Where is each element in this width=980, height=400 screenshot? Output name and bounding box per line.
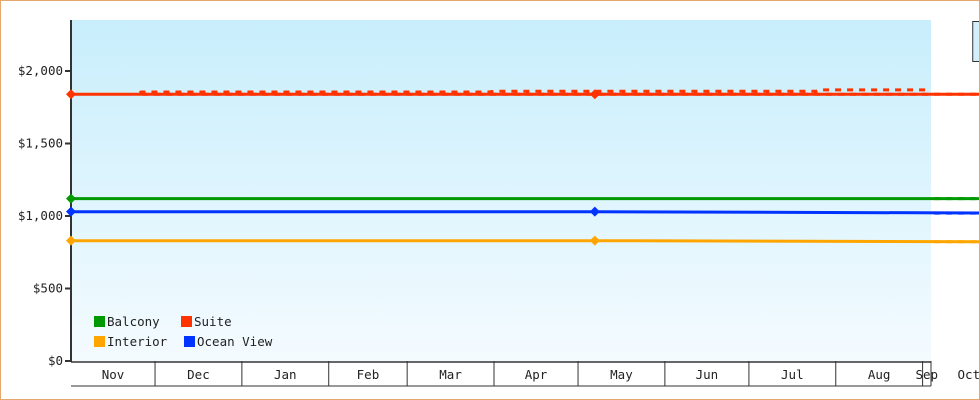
x-tick-label: Jun (696, 367, 719, 382)
series-ocean-view-history (71, 210, 979, 215)
series-ocean-view-marker (66, 206, 76, 217)
series-interior-marker (589, 235, 600, 246)
legend-label-ocean-view: Ocean View (197, 334, 273, 349)
x-tick-label: Jan (274, 367, 297, 382)
y-tick-label: $1,000 (18, 208, 63, 223)
today-box (972, 21, 979, 62)
series-group (66, 88, 979, 246)
y-axis: $0 $500 $1,000 $1,500 $2,000 (18, 20, 72, 368)
x-tick-label: May (610, 367, 633, 382)
x-tick-label: Mar (439, 367, 462, 382)
series-suite-marker (66, 89, 76, 100)
legend: Balcony Suite Interior Ocean View (94, 314, 273, 349)
x-tick-label: Feb (357, 367, 380, 382)
series-interior-history (71, 239, 979, 244)
series-suite-marker (589, 89, 600, 100)
series-interior-marker (66, 235, 76, 246)
x-tick-label: Oct (958, 367, 979, 382)
x-tick-label: Sep (916, 367, 939, 382)
x-tick-label: Jul (781, 367, 804, 382)
x-tick-label: Nov (102, 367, 125, 382)
x-tick-label: Dec (187, 367, 210, 382)
series-ocean-view-marker (589, 206, 600, 217)
legend-swatch-balcony (94, 316, 105, 327)
today-marker: TodayOct. 3 (972, 21, 979, 62)
y-tick-label: $0 (48, 353, 63, 368)
legend-label-suite: Suite (194, 314, 232, 329)
legend-swatch-suite (181, 316, 192, 327)
legend-label-interior: Interior (107, 334, 168, 349)
x-tick-label: Aug (868, 367, 891, 382)
x-tick-label: Apr (525, 367, 548, 382)
y-tick-label: $1,500 (18, 136, 63, 151)
legend-swatch-interior (94, 336, 105, 347)
series-balcony-marker (66, 193, 76, 204)
legend-swatch-ocean-view (184, 336, 195, 347)
plot-area (71, 20, 931, 361)
x-axis: NovDecJanFebMarAprMayJunJulAugSepOctNovD… (71, 361, 979, 387)
y-tick-label: $500 (33, 281, 63, 296)
y-tick-label: $2,000 (18, 63, 63, 78)
series-suite-forecast (133, 88, 979, 96)
legend-label-balcony: Balcony (107, 314, 160, 329)
